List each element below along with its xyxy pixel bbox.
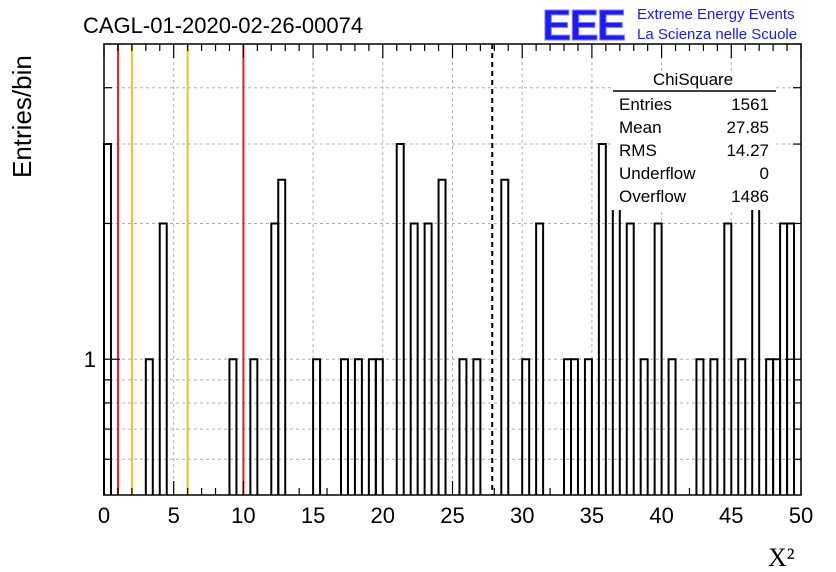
histogram-bin bbox=[569, 358, 579, 495]
histogram-bin bbox=[409, 222, 419, 495]
stats-value-rms: 14.27 bbox=[726, 141, 769, 160]
x-tick-label: 15 bbox=[301, 503, 325, 528]
histogram-bin bbox=[437, 178, 447, 495]
x-tick-label: 25 bbox=[440, 503, 464, 528]
histogram-bin bbox=[158, 222, 168, 495]
stats-label-mean: Mean bbox=[619, 118, 662, 137]
chart-title: CAGL-01-2020-02-26-00074 bbox=[83, 13, 363, 38]
x-tick-label: 5 bbox=[168, 503, 180, 528]
histogram-bin bbox=[653, 222, 663, 495]
x-tick-label: 45 bbox=[719, 503, 743, 528]
y-tick-labels: 1 bbox=[84, 347, 96, 372]
x-axis-label: X² bbox=[768, 543, 795, 572]
stats-value-mean: 27.85 bbox=[726, 118, 769, 137]
logo-line2: La Scienza nelle Scuole bbox=[637, 26, 797, 43]
histogram-bin bbox=[339, 358, 349, 495]
histogram-bin bbox=[395, 143, 405, 495]
histogram-bin bbox=[472, 358, 482, 495]
stats-value-overflow: 1486 bbox=[731, 187, 769, 206]
stats-label-underflow: Underflow bbox=[619, 164, 696, 183]
histogram-bin bbox=[583, 358, 593, 495]
histogram-bin bbox=[639, 358, 649, 495]
stats-box: ChiSquare Entries 1561 Mean 27.85 RMS 14… bbox=[611, 70, 776, 210]
x-tick-label: 50 bbox=[789, 503, 813, 528]
histogram-bin bbox=[312, 358, 322, 495]
x-tick-label: 20 bbox=[371, 503, 395, 528]
histogram-bin bbox=[667, 358, 677, 495]
stats-title: ChiSquare bbox=[653, 70, 733, 89]
histogram-bin bbox=[737, 358, 747, 495]
y-tick-label: 1 bbox=[84, 347, 96, 372]
x-tick-label: 0 bbox=[98, 503, 110, 528]
histogram-bin bbox=[353, 358, 363, 495]
histogram-bin bbox=[751, 178, 761, 495]
histogram-bin bbox=[374, 358, 384, 495]
histogram-bin bbox=[277, 178, 287, 495]
histogram-bin bbox=[709, 358, 719, 495]
histogram-bin bbox=[458, 358, 468, 495]
histogram-bin bbox=[597, 143, 607, 495]
x-tick-label: 35 bbox=[580, 503, 604, 528]
reference-lines bbox=[116, 44, 494, 495]
histogram-bin bbox=[723, 222, 733, 495]
histogram-bin bbox=[228, 358, 238, 495]
stats-value-underflow: 0 bbox=[760, 164, 769, 183]
histogram-bin bbox=[500, 178, 510, 495]
x-tick-labels: 0 5 10 15 20 25 30 35 40 45 50 bbox=[98, 503, 813, 528]
histogram-bars bbox=[103, 86, 796, 495]
stats-value-entries: 1561 bbox=[731, 95, 769, 114]
histogram-bin bbox=[521, 358, 531, 495]
x-tick-label: 40 bbox=[649, 503, 673, 528]
histogram-bin bbox=[423, 222, 433, 495]
histogram-bin bbox=[625, 222, 635, 495]
stats-label-entries: Entries bbox=[619, 95, 672, 114]
histogram-bin bbox=[249, 358, 259, 495]
histogram-bin bbox=[144, 358, 154, 495]
axes-frame bbox=[103, 43, 802, 496]
eee-logo: EEE Extreme Energy Events La Scienza nel… bbox=[542, 1, 798, 51]
stats-label-overflow: Overflow bbox=[619, 187, 687, 206]
grid bbox=[104, 44, 801, 495]
logo-mark: EEE bbox=[542, 1, 625, 50]
histogram-bin bbox=[535, 222, 545, 495]
x-tick-label: 30 bbox=[510, 503, 534, 528]
y-axis-label: Entries/bin bbox=[7, 55, 37, 178]
x-tick-label: 10 bbox=[231, 503, 255, 528]
histogram-bin bbox=[695, 358, 705, 495]
stats-label-rms: RMS bbox=[619, 141, 657, 160]
logo-line1: Extreme Energy Events bbox=[637, 6, 795, 23]
histogram-bin bbox=[103, 143, 112, 495]
